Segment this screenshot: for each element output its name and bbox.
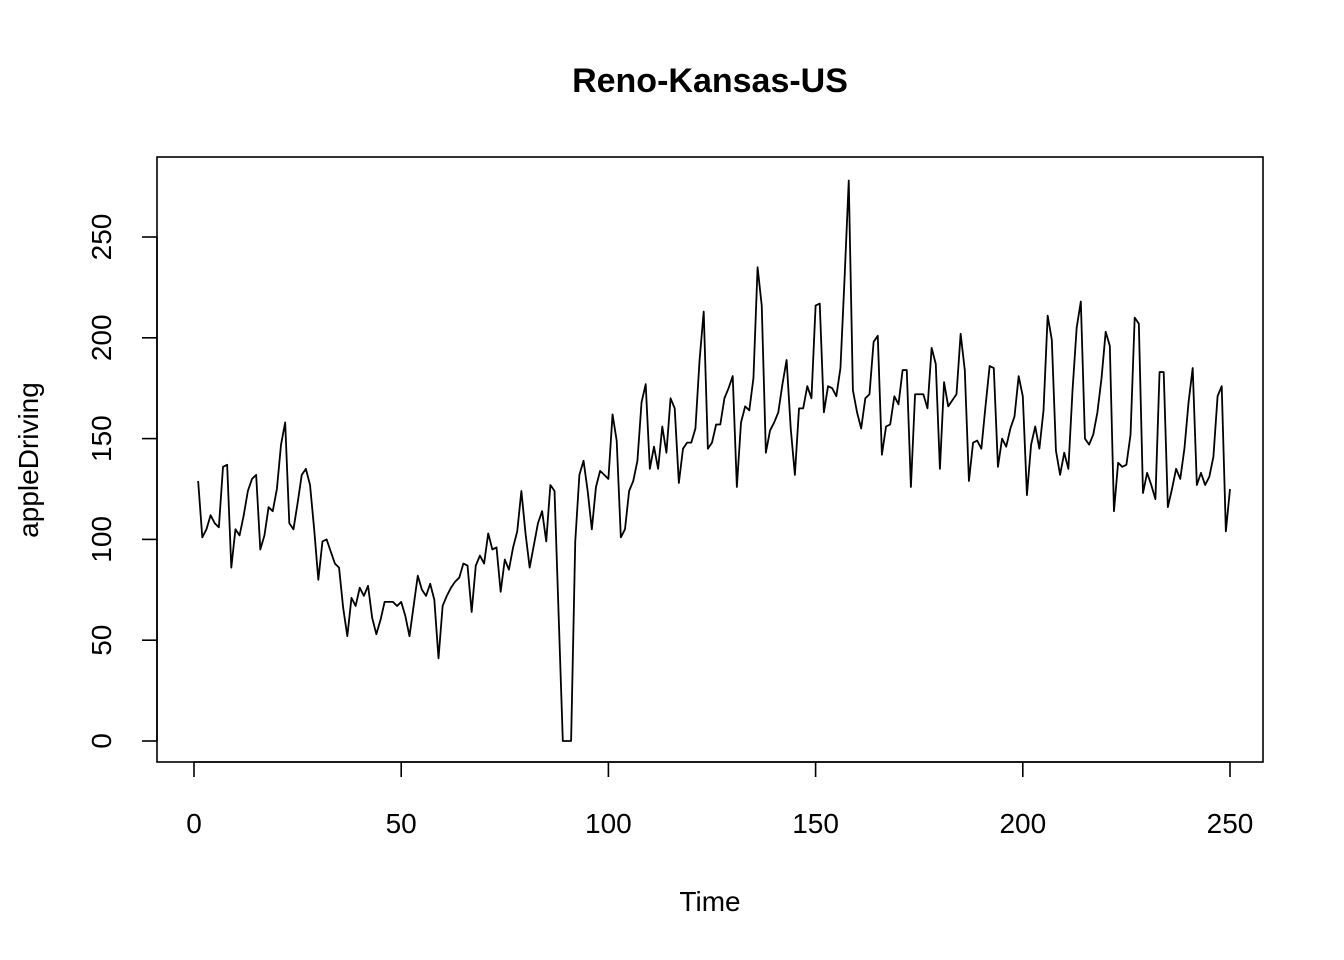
- series-line: [197, 179, 1231, 742]
- y-axis: 0 50 100 150 200 250: [86, 214, 158, 749]
- y-tick-label: 100: [86, 516, 117, 563]
- y-tick-label: 150: [86, 415, 117, 462]
- y-tick-label: 50: [86, 625, 117, 656]
- x-tick-label: 100: [585, 808, 632, 839]
- plot-frame: [156, 156, 1264, 763]
- series-group: [197, 179, 1231, 742]
- y-tick-label: 250: [86, 214, 117, 261]
- x-tick-label: 50: [386, 808, 417, 839]
- x-axis: 0 50 100 150 200 250: [186, 761, 1254, 839]
- y-tick-label: 0: [86, 733, 117, 749]
- y-tick-label: 200: [86, 314, 117, 361]
- x-axis-label: Time: [679, 886, 740, 917]
- x-tick-label: 0: [186, 808, 202, 839]
- x-tick-label: 150: [792, 808, 839, 839]
- chart-title: Reno-Kansas-US: [572, 62, 848, 100]
- y-axis-label: appleDriving: [13, 382, 44, 538]
- x-tick-label: 200: [999, 808, 1046, 839]
- x-tick-label: 250: [1207, 808, 1254, 839]
